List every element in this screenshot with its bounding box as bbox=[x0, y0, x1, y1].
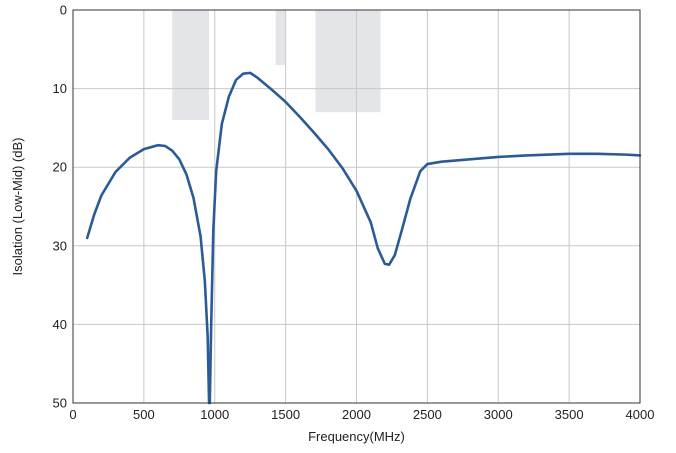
x-tick-label-1500: 1500 bbox=[271, 407, 300, 422]
grid-lines bbox=[73, 10, 640, 403]
x-tick-label-500: 500 bbox=[133, 407, 155, 422]
y-tick-labels: 0 10 20 30 40 50 bbox=[53, 3, 67, 411]
shaded-band-1 bbox=[172, 10, 210, 121]
x-tick-label-3000: 3000 bbox=[484, 407, 513, 422]
series-line-1 bbox=[85, 71, 642, 405]
y-tick-label-50: 50 bbox=[53, 396, 67, 411]
x-tick-label-2000: 2000 bbox=[342, 407, 371, 422]
x-tick-label-3500: 3500 bbox=[555, 407, 584, 422]
y-tick-label-20: 20 bbox=[53, 160, 67, 175]
y-axis-label: Isolation (Low-Mid) (dB) bbox=[10, 138, 25, 276]
series-group bbox=[85, 71, 642, 405]
x-tick-label-1000: 1000 bbox=[200, 407, 229, 422]
shaded-band-3 bbox=[315, 10, 381, 113]
shaded-bands bbox=[172, 10, 381, 121]
plot-frame bbox=[72, 9, 641, 404]
y-tick-label-30: 30 bbox=[53, 238, 67, 253]
x-tick-labels: 0 500 1000 1500 2000 2500 3000 3500 4000 bbox=[69, 407, 654, 422]
y-tick-label-0: 0 bbox=[60, 3, 67, 18]
shaded-band-2 bbox=[275, 10, 286, 66]
y-tick-label-40: 40 bbox=[53, 317, 67, 332]
x-axis-label: Frequency(MHz) bbox=[308, 429, 405, 444]
x-tick-label-2500: 2500 bbox=[413, 407, 442, 422]
y-tick-label-10: 10 bbox=[53, 81, 67, 96]
x-tick-label-4000: 4000 bbox=[626, 407, 655, 422]
x-tick-label-0: 0 bbox=[69, 407, 76, 422]
